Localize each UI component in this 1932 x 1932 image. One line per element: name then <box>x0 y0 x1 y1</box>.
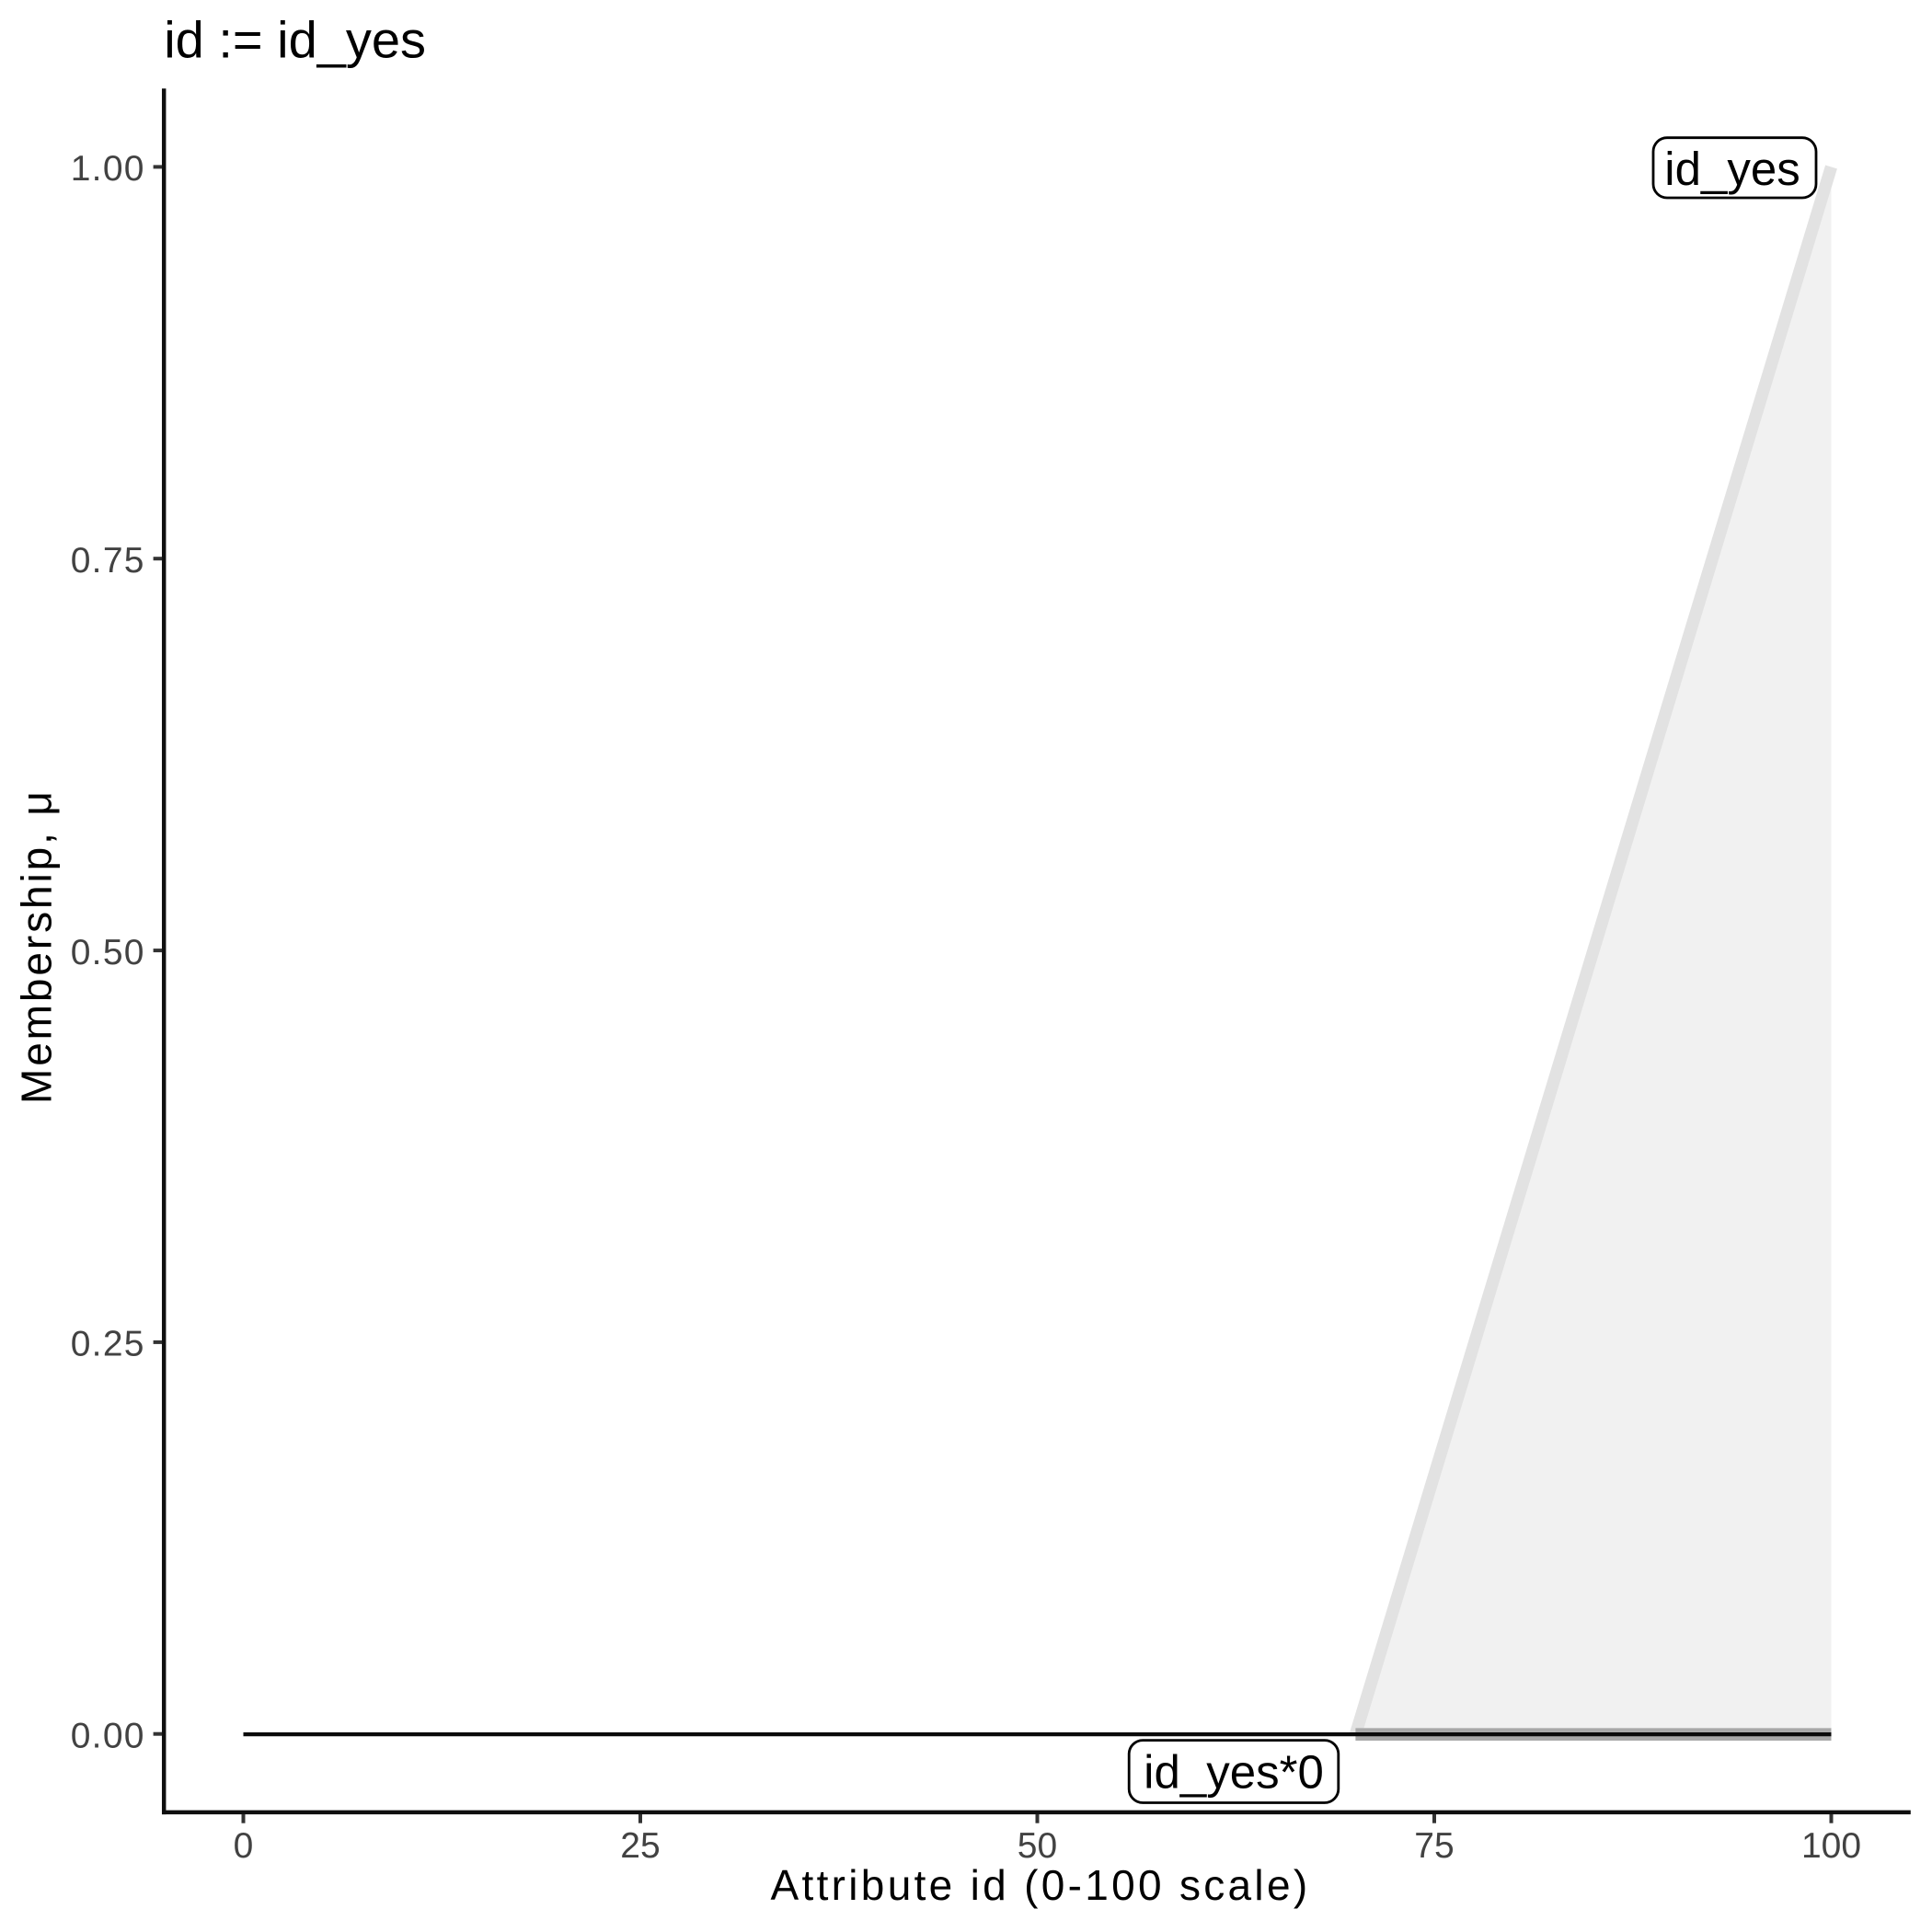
svg-text:0: 0 <box>234 1826 254 1866</box>
svg-text:25: 25 <box>620 1826 660 1866</box>
svg-text:id_yes*0: id_yes*0 <box>1144 1746 1324 1799</box>
svg-text:50: 50 <box>1018 1826 1057 1866</box>
svg-text:100: 100 <box>1801 1826 1861 1866</box>
svg-text:Membership, μ: Membership, μ <box>13 788 61 1104</box>
svg-text:0.75: 0.75 <box>71 541 145 581</box>
svg-text:id_yes: id_yes <box>1664 143 1800 195</box>
svg-text:Attribute id (0-100 scale): Attribute id (0-100 scale) <box>771 1861 1311 1909</box>
svg-text:75: 75 <box>1414 1826 1454 1866</box>
svg-text:id := id_yes: id := id_yes <box>164 10 426 68</box>
svg-text:0.00: 0.00 <box>71 1717 145 1756</box>
svg-text:0.50: 0.50 <box>71 933 145 972</box>
svg-text:1.00: 1.00 <box>71 149 145 189</box>
svg-text:0.25: 0.25 <box>71 1325 145 1364</box>
